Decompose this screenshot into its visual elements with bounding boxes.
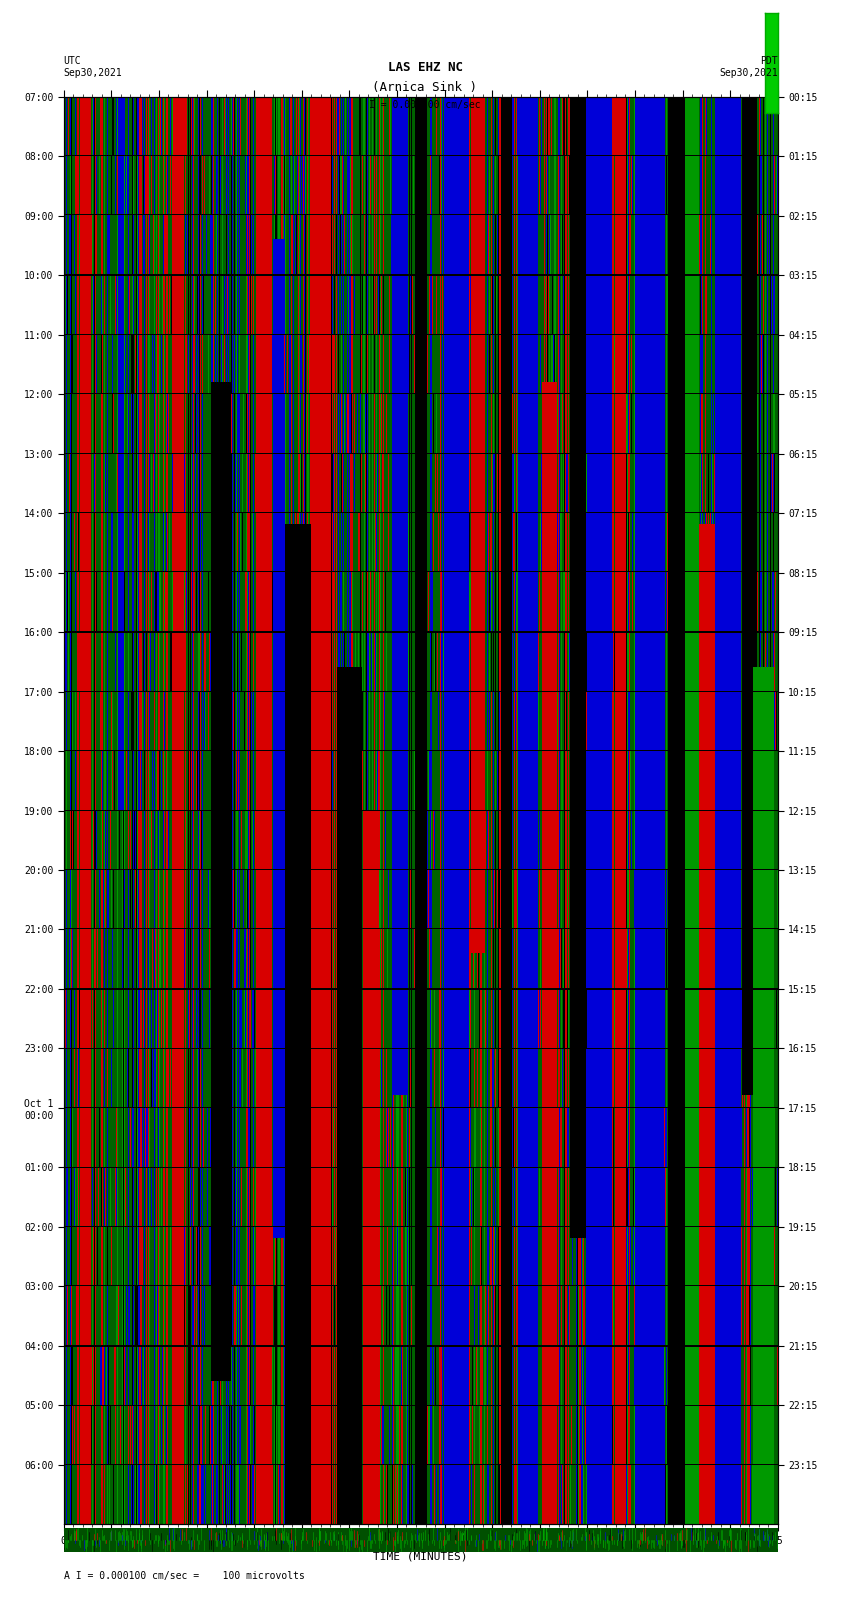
Text: PDT: PDT: [760, 56, 778, 66]
Text: (Arnica Sink ): (Arnica Sink ): [372, 81, 478, 94]
X-axis label: TIME (MINUTES): TIME (MINUTES): [373, 1552, 468, 1561]
Text: A I = 0.000100 cm/sec =    100 microvolts: A I = 0.000100 cm/sec = 100 microvolts: [64, 1571, 304, 1581]
Text: UTC: UTC: [64, 56, 82, 66]
Text: LAS EHZ NC: LAS EHZ NC: [388, 61, 462, 74]
Text: Sep30,2021: Sep30,2021: [719, 68, 778, 77]
Text: Sep30,2021: Sep30,2021: [64, 68, 122, 77]
Text: I = 0.000100 cm/sec: I = 0.000100 cm/sec: [369, 100, 481, 110]
